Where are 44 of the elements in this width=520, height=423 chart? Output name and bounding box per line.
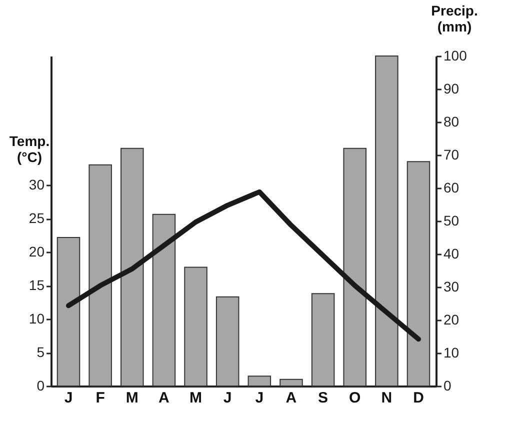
bar	[56, 237, 80, 386]
y2-tick-label: 10	[444, 344, 460, 360]
x-tick-label: S	[318, 390, 328, 406]
x-tick-label: D	[413, 390, 424, 406]
y-tick-label: 25	[28, 210, 45, 226]
y-tick-label: 5	[36, 344, 45, 360]
y2-tick-label: 30	[444, 278, 460, 294]
bar	[152, 214, 176, 386]
x-tick-label: M	[190, 390, 202, 406]
bar	[120, 148, 144, 386]
x-tick-label: O	[349, 390, 362, 406]
bar	[88, 164, 112, 386]
x-tick-label: A	[158, 390, 170, 406]
y2-tick-label: 70	[444, 146, 460, 162]
y-axis-title: Temp. (°C)	[9, 132, 50, 165]
y-tick-label: 30	[28, 176, 45, 193]
y2-axis-title: Precip. (mm)	[431, 2, 478, 34]
y2-tick-label: 50	[444, 212, 460, 228]
x-tick-label: A	[286, 390, 297, 406]
x-tick-label: N	[381, 390, 392, 406]
y-tick-label: 15	[28, 277, 45, 294]
bar	[343, 148, 366, 386]
bar	[406, 161, 430, 386]
x-tick-label: J	[64, 390, 73, 406]
bar	[248, 376, 272, 386]
y2-tick-label: 100	[444, 48, 468, 64]
x-tick-label: M	[126, 390, 138, 406]
y2-tick-label: 90	[444, 80, 460, 96]
x-tick-label: J	[255, 390, 264, 406]
bar	[216, 296, 240, 386]
bar	[280, 378, 303, 386]
y-tick-label: 10	[28, 310, 45, 327]
bar	[184, 266, 208, 386]
y2-tick-label: 20	[444, 312, 460, 328]
x-tick-label: F	[96, 390, 105, 406]
x-tick-label: J	[223, 390, 232, 406]
bar	[311, 293, 335, 386]
y2-tick-label: 80	[444, 114, 460, 130]
y2-tick-label: 0	[444, 378, 452, 394]
y-tick-label: 20	[28, 244, 45, 260]
y2-tick-label: 40	[444, 246, 460, 262]
bar	[375, 56, 398, 386]
y-tick-label: 0	[36, 378, 45, 394]
y2-tick-label: 60	[444, 180, 460, 196]
